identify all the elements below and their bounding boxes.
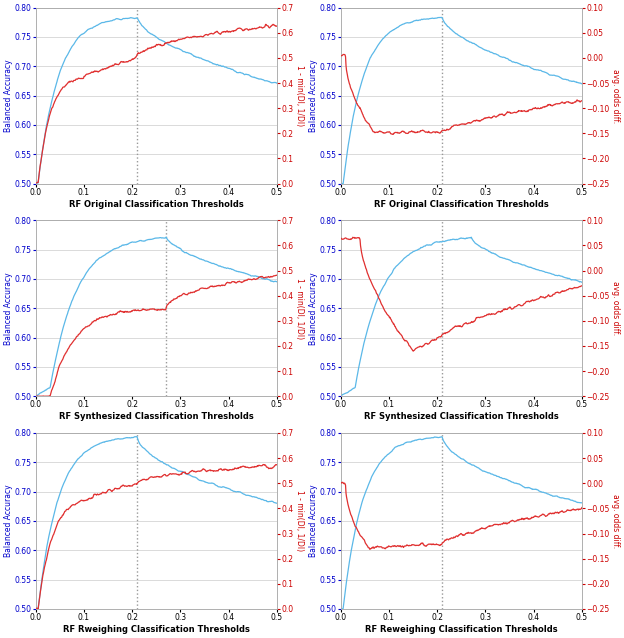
Y-axis label: Balanced Accuracy: Balanced Accuracy — [4, 59, 13, 132]
Y-axis label: 1 - min(DI, 1/DI): 1 - min(DI, 1/DI) — [295, 491, 304, 551]
Y-axis label: avg. odds diff.: avg. odds diff. — [611, 281, 620, 336]
Y-axis label: Balanced Accuracy: Balanced Accuracy — [4, 485, 13, 557]
X-axis label: RF Original Classification Thresholds: RF Original Classification Thresholds — [69, 200, 244, 209]
X-axis label: RF Synthesized Classification Thresholds: RF Synthesized Classification Thresholds — [364, 412, 558, 421]
Y-axis label: Balanced Accuracy: Balanced Accuracy — [309, 485, 318, 557]
Y-axis label: 1 - min(DI, 1/DI): 1 - min(DI, 1/DI) — [295, 65, 304, 126]
Y-axis label: Balanced Accuracy: Balanced Accuracy — [309, 59, 318, 132]
X-axis label: RF Reweighing Classification Thresholds: RF Reweighing Classification Thresholds — [365, 625, 558, 634]
Y-axis label: Balanced Accuracy: Balanced Accuracy — [4, 272, 13, 345]
Y-axis label: avg. odds diff.: avg. odds diff. — [611, 68, 620, 122]
Y-axis label: avg. odds diff.: avg. odds diff. — [611, 494, 620, 548]
X-axis label: RF Original Classification Thresholds: RF Original Classification Thresholds — [374, 200, 548, 209]
X-axis label: RF Rweighing Classification Thresholds: RF Rweighing Classification Thresholds — [63, 625, 250, 634]
Y-axis label: Balanced Accuracy: Balanced Accuracy — [309, 272, 318, 345]
Y-axis label: 1 - min(DI, 1/DI): 1 - min(DI, 1/DI) — [295, 278, 304, 339]
X-axis label: RF Synthesized Classification Thresholds: RF Synthesized Classification Thresholds — [59, 412, 254, 421]
